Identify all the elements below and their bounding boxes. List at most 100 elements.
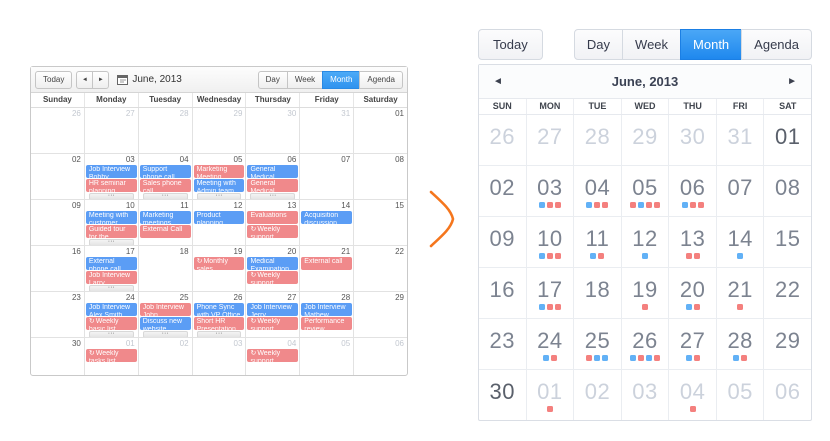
day-cell[interactable]: 31 — [300, 108, 355, 153]
day-cell[interactable]: 20 Medical Examination ↻Weekly support — [246, 246, 301, 291]
event[interactable]: Job Interview Jerry — [247, 303, 299, 316]
event[interactable]: External phone call — [85, 257, 137, 270]
day-cell[interactable]: 13 Evaluations ↻Weekly support — [246, 200, 301, 245]
prev-button[interactable]: ◄ — [76, 70, 94, 89]
day-cell[interactable]: 06 — [764, 370, 811, 420]
view-tab-agenda[interactable]: Agenda — [741, 28, 812, 60]
day-cell[interactable]: 16 — [31, 246, 85, 291]
day-cell[interactable]: 25 — [574, 319, 622, 369]
day-cell[interactable]: 30 — [31, 338, 85, 375]
day-cell[interactable]: 03 — [193, 338, 247, 375]
day-cell[interactable]: 26 — [31, 108, 85, 153]
day-cell[interactable]: 11 — [574, 217, 622, 267]
day-cell[interactable]: 03 Job Interview Bobby HR seminar planning ··… — [85, 154, 139, 199]
event[interactable]: Sales phone call — [139, 179, 191, 192]
day-cell[interactable]: 07 — [300, 154, 355, 199]
day-cell[interactable]: 24 — [527, 319, 575, 369]
event[interactable]: ↻Weekly support — [247, 271, 299, 284]
day-cell[interactable]: 21 External call — [300, 246, 355, 291]
day-cell[interactable]: 06 General Medical General Medical ··· — [246, 154, 301, 199]
event[interactable]: Discuss new website — [139, 317, 191, 330]
view-tab-day[interactable]: Day — [573, 28, 624, 60]
day-cell[interactable]: 09 — [479, 217, 527, 267]
day-cell[interactable]: 15 — [354, 200, 407, 245]
day-cell[interactable]: 16 — [479, 268, 527, 318]
prev-button[interactable]: ◄ — [489, 76, 507, 87]
day-cell[interactable]: 08 — [354, 154, 407, 199]
view-tab-month[interactable]: Month — [680, 28, 743, 60]
day-cell[interactable]: 12 Product planning — [193, 200, 247, 245]
event[interactable]: ↻Weekly tasks list — [85, 349, 137, 362]
day-cell[interactable]: 27 Job Interview Jerry ↻Weekly support — [246, 292, 301, 337]
more-events-button[interactable]: ··· — [196, 330, 242, 337]
day-cell[interactable]: 02 — [479, 166, 527, 216]
event[interactable]: External Call — [139, 225, 191, 238]
more-events-button[interactable]: ··· — [88, 238, 134, 245]
event[interactable]: Acquisition discussion — [301, 211, 353, 224]
view-tab-day[interactable]: Day — [257, 70, 288, 89]
event[interactable]: General Medical — [247, 165, 299, 178]
event[interactable]: Job Interview Bobby — [85, 165, 137, 178]
more-events-button[interactable]: ··· — [88, 192, 134, 199]
next-button[interactable]: ► — [783, 76, 801, 87]
day-cell[interactable]: 21 — [717, 268, 765, 318]
day-cell[interactable]: 29 — [622, 115, 670, 165]
day-cell[interactable]: 24 Job Interview Alex Smith ↻Weekly basic li… — [85, 292, 139, 337]
day-cell[interactable]: 14 — [717, 217, 765, 267]
day-cell[interactable]: 07 — [717, 166, 765, 216]
day-cell[interactable]: 23 — [31, 292, 85, 337]
event[interactable]: Support phone call — [139, 165, 191, 178]
event[interactable]: Marketing Meeting — [193, 165, 245, 178]
event[interactable]: Medical Examination — [247, 257, 299, 270]
day-cell[interactable]: 28 — [717, 319, 765, 369]
day-cell[interactable]: 10 Meeting with customer Guided tour for the… — [85, 200, 139, 245]
day-cell[interactable]: 23 — [479, 319, 527, 369]
day-cell[interactable]: 29 — [764, 319, 811, 369]
day-cell[interactable]: 17 — [527, 268, 575, 318]
day-cell[interactable]: 02 — [31, 154, 85, 199]
event[interactable]: Meeting with customer — [85, 211, 137, 224]
day-cell[interactable]: 29 — [193, 108, 247, 153]
day-cell[interactable]: 20 — [669, 268, 717, 318]
day-cell[interactable]: 08 — [764, 166, 811, 216]
day-cell[interactable]: 18 — [574, 268, 622, 318]
day-cell[interactable]: 03 — [527, 166, 575, 216]
day-cell[interactable]: 26 — [622, 319, 670, 369]
day-cell[interactable]: 04 ↻Weekly support — [246, 338, 301, 375]
event[interactable]: Job Interview John — [139, 303, 191, 316]
day-cell[interactable]: 28 — [139, 108, 193, 153]
day-cell[interactable]: 01 ↻Weekly tasks list — [85, 338, 139, 375]
day-cell[interactable]: 03 — [622, 370, 670, 420]
day-cell[interactable]: 19 — [622, 268, 670, 318]
day-cell[interactable]: 12 — [622, 217, 670, 267]
event[interactable]: HR seminar planning — [85, 179, 137, 192]
day-cell[interactable]: 27 — [527, 115, 575, 165]
day-cell[interactable]: 09 — [31, 200, 85, 245]
event[interactable]: Job Interview Alex Smith — [85, 303, 137, 316]
day-cell[interactable]: 01 — [354, 108, 407, 153]
event[interactable]: ↻Weekly basic list — [85, 317, 137, 330]
day-cell[interactable]: 22 — [354, 246, 407, 291]
day-cell[interactable]: 27 — [85, 108, 139, 153]
event[interactable]: Job Interview Larry — [85, 271, 137, 284]
more-events-button[interactable]: ··· — [142, 192, 188, 199]
day-cell[interactable]: 19 ↻Monthly sales — [193, 246, 247, 291]
event[interactable]: Guided tour for the — [85, 225, 137, 238]
more-events-button[interactable]: ··· — [88, 284, 134, 291]
day-cell[interactable]: 17 External phone call Job Interview Larry ··… — [85, 246, 139, 291]
view-tab-week[interactable]: Week — [622, 28, 682, 60]
day-cell[interactable]: 04 — [574, 166, 622, 216]
today-button[interactable]: Today — [478, 28, 543, 60]
event[interactable]: Short HR Presentation — [193, 317, 245, 330]
day-cell[interactable]: 30 — [669, 115, 717, 165]
day-cell[interactable]: 06 — [669, 166, 717, 216]
day-cell[interactable]: 02 — [574, 370, 622, 420]
event[interactable]: Meeting with Admin team — [193, 179, 245, 192]
day-cell[interactable]: 26 Phone Sync with VP Office Short HR Presen… — [193, 292, 247, 337]
more-events-button[interactable]: ··· — [196, 192, 242, 199]
view-tab-month[interactable]: Month — [322, 70, 361, 89]
day-cell[interactable]: 28 — [574, 115, 622, 165]
day-cell[interactable]: 25 Job Interview John Discuss new website ··· — [139, 292, 193, 337]
day-cell[interactable]: 02 — [139, 338, 193, 375]
more-events-button[interactable]: ··· — [88, 330, 134, 337]
